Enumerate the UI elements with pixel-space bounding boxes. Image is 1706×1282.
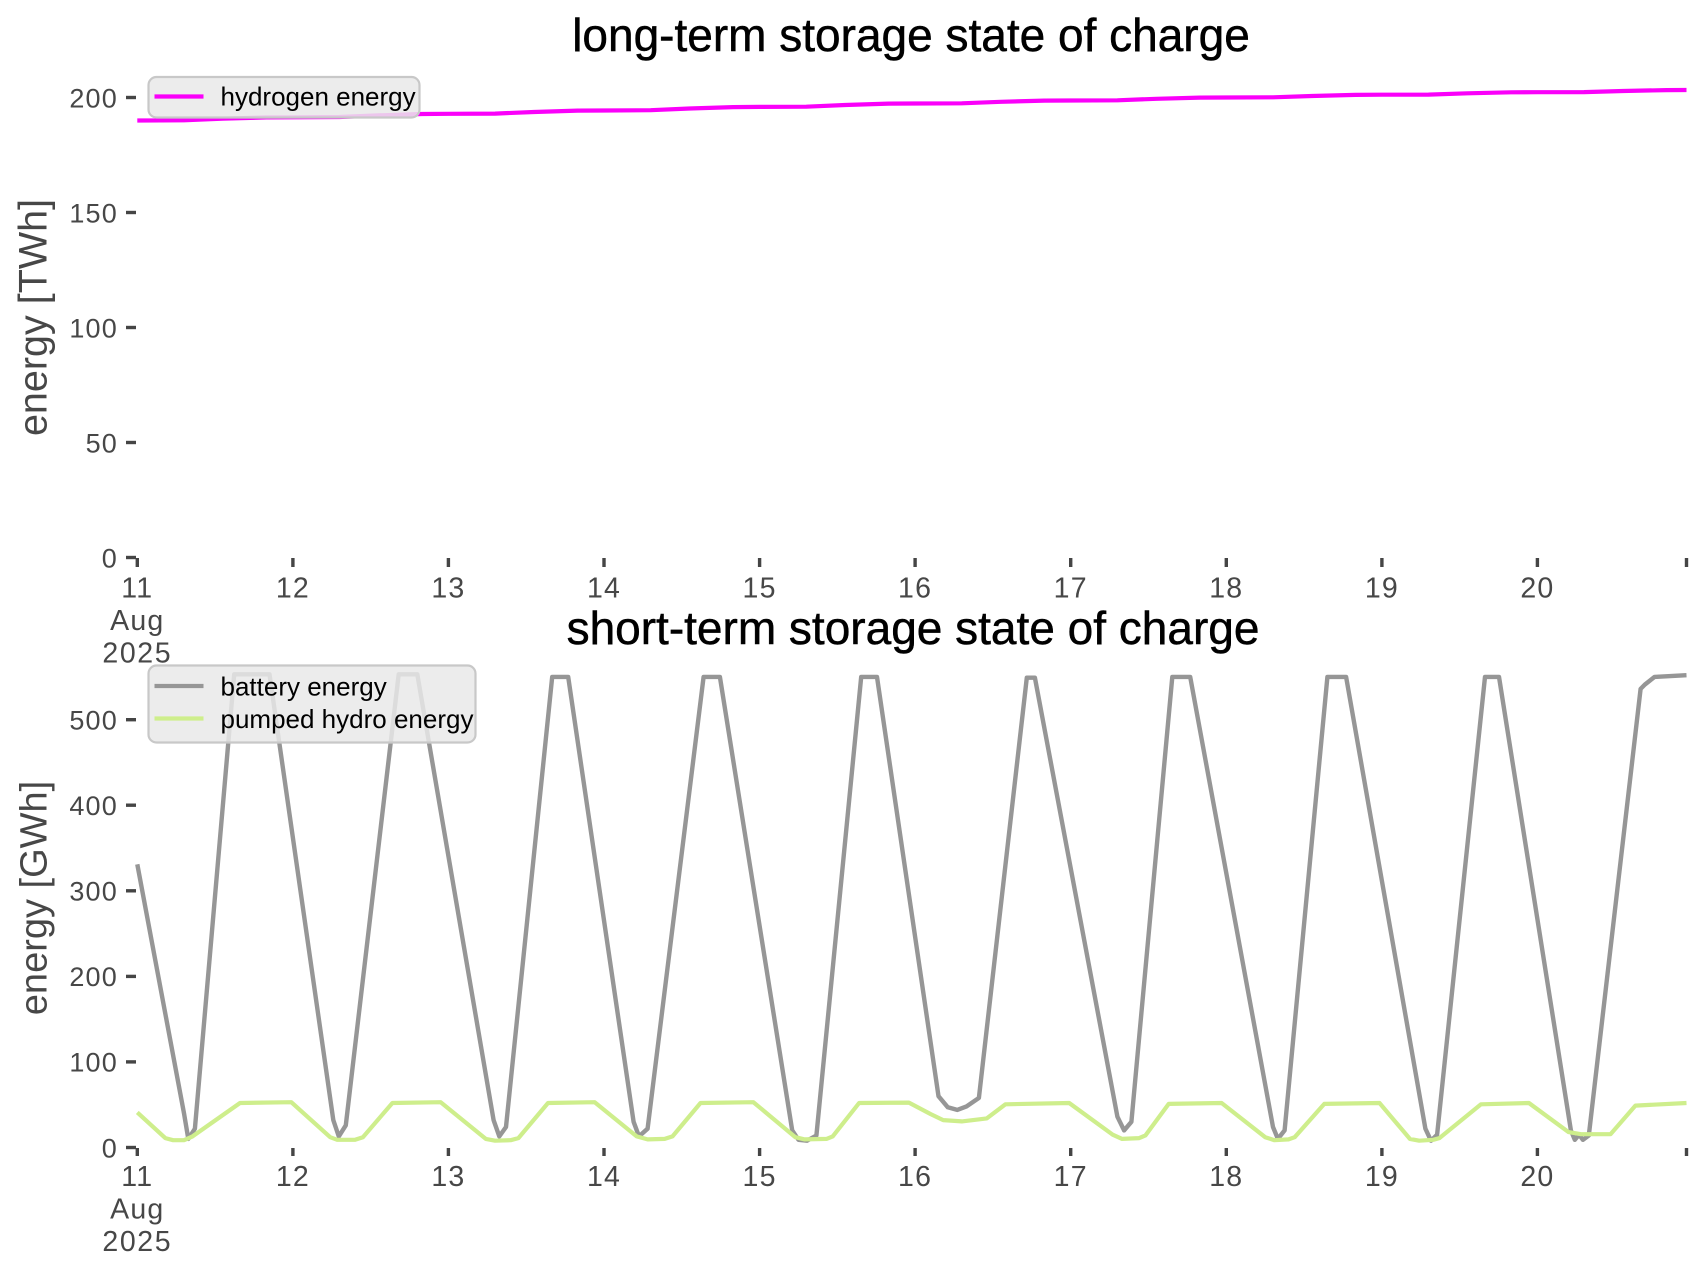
svg-text:hydrogen energy: hydrogen energy	[221, 82, 416, 112]
svg-text:11: 11	[121, 573, 153, 605]
svg-text:13: 13	[431, 1161, 465, 1193]
svg-text:100: 100	[69, 1048, 118, 1078]
svg-text:200: 200	[69, 83, 118, 113]
svg-text:18: 18	[1209, 1161, 1243, 1193]
svg-text:14: 14	[587, 1161, 621, 1193]
svg-text:pumped hydro energy: pumped hydro energy	[221, 704, 474, 734]
svg-text:50: 50	[86, 428, 118, 458]
svg-text:18: 18	[1209, 573, 1243, 605]
svg-text:500: 500	[69, 706, 118, 736]
svg-text:19: 19	[1365, 1161, 1399, 1193]
svg-text:400: 400	[69, 791, 118, 821]
svg-text:300: 300	[69, 877, 118, 907]
svg-text:20: 20	[1520, 573, 1554, 605]
svg-text:energy [TWh]: energy [TWh]	[12, 199, 56, 436]
svg-text:14: 14	[587, 573, 621, 605]
svg-text:13: 13	[431, 573, 465, 605]
svg-text:16: 16	[898, 1161, 932, 1193]
svg-text:0: 0	[102, 1133, 118, 1163]
svg-text:Aug: Aug	[110, 1194, 164, 1226]
svg-text:12: 12	[276, 573, 310, 605]
svg-text:battery energy: battery energy	[221, 672, 387, 702]
svg-text:20: 20	[1520, 1161, 1554, 1193]
svg-text:150: 150	[69, 198, 118, 228]
svg-text:short-term storage state of ch: short-term storage state of charge	[567, 602, 1260, 654]
svg-text:12: 12	[276, 1161, 310, 1193]
svg-text:2025: 2025	[102, 1226, 172, 1258]
svg-text:15: 15	[743, 573, 777, 605]
svg-text:energy [GWh]: energy [GWh]	[14, 781, 56, 1015]
svg-text:16: 16	[898, 573, 932, 605]
svg-text:long-term storage state of cha: long-term storage state of charge	[572, 9, 1250, 61]
svg-text:11: 11	[121, 1161, 153, 1193]
svg-text:15: 15	[743, 1161, 777, 1193]
svg-text:19: 19	[1365, 573, 1399, 605]
svg-text:17: 17	[1054, 1161, 1088, 1193]
svg-text:200: 200	[69, 962, 118, 992]
svg-text:Aug: Aug	[110, 605, 164, 637]
svg-text:0: 0	[102, 543, 118, 573]
svg-text:100: 100	[69, 313, 118, 343]
svg-text:2025: 2025	[102, 638, 172, 670]
svg-text:17: 17	[1054, 573, 1088, 605]
